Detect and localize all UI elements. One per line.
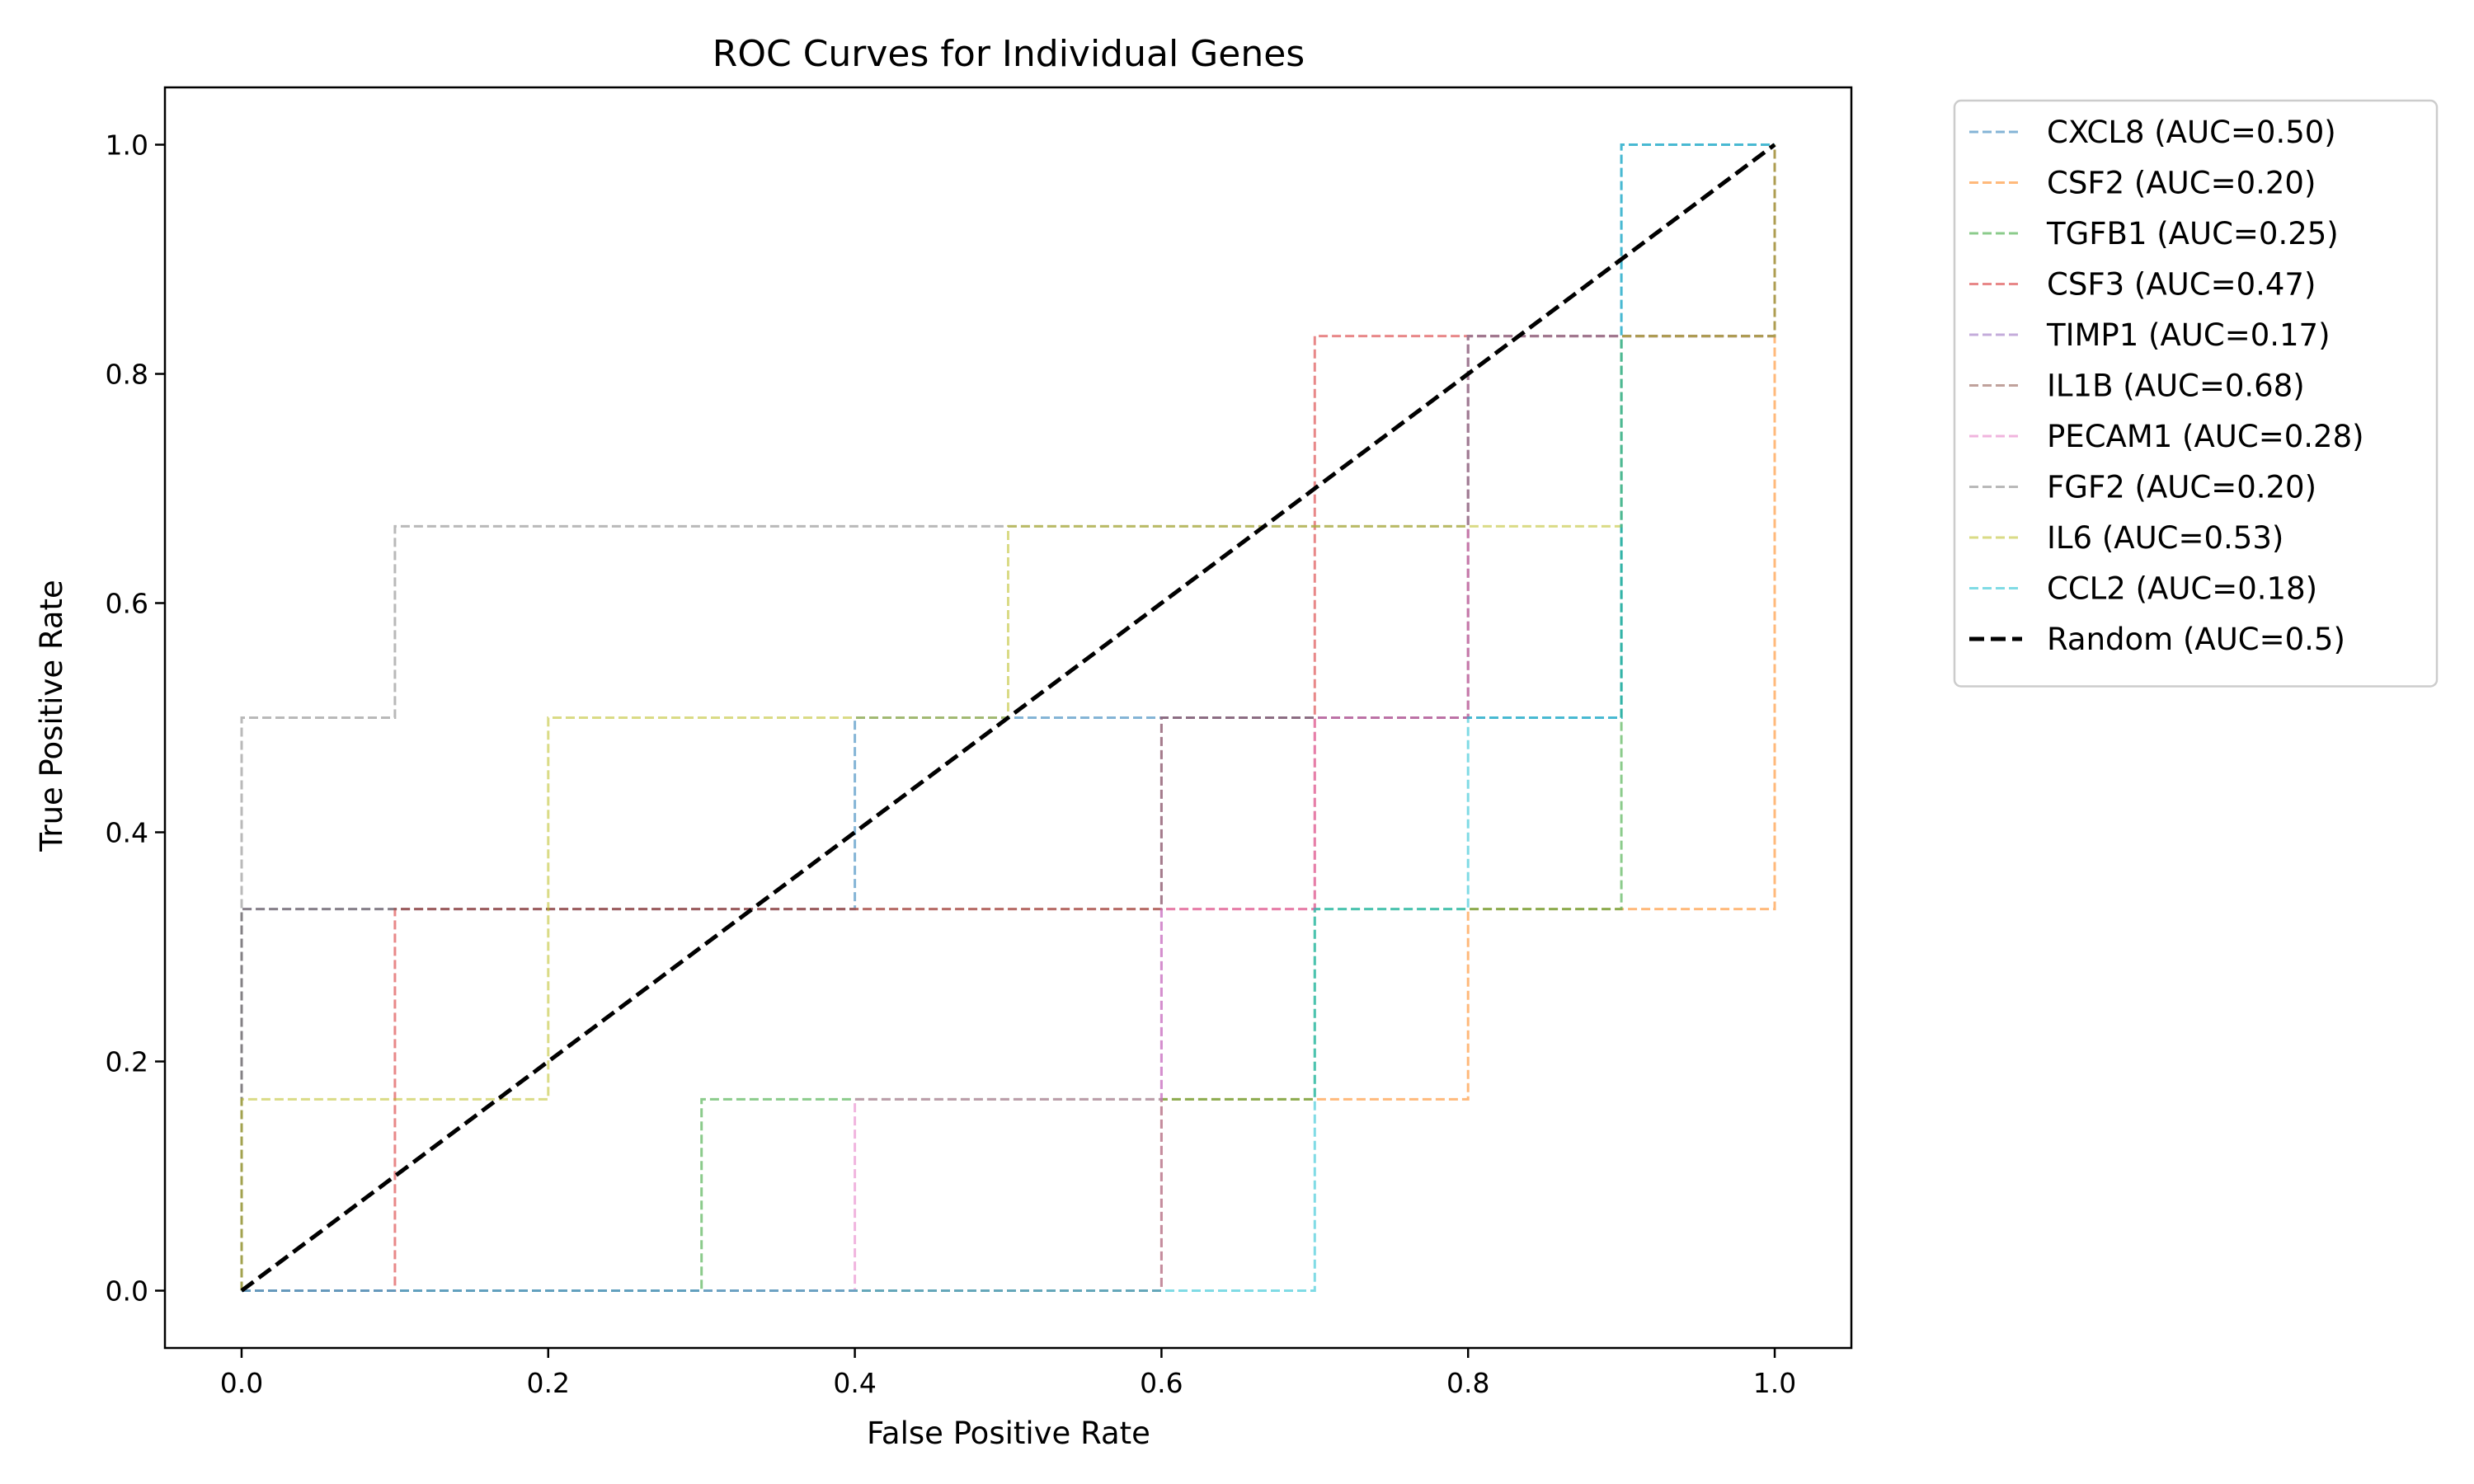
legend-label-2: TGFB1 (AUC=0.25) [2046,216,2339,251]
legend-label-9: CCL2 (AUC=0.18) [2047,571,2317,607]
legend-label-3: CSF3 (AUC=0.47) [2047,267,2316,303]
x-axis-label: False Positive Rate [867,1416,1150,1451]
legend-label-4: TIMP1 (AUC=0.17) [2046,317,2331,353]
x-tick-label-0: 0.0 [220,1367,263,1399]
legend-label-6: PECAM1 (AUC=0.28) [2047,419,2364,454]
legend-box [1953,99,2439,688]
legend-label-0: CXCL8 (AUC=0.50) [2047,115,2336,150]
y-tick-label-3: 0.6 [106,588,148,620]
y-axis-ticks: 0.0 0.2 0.4 0.6 0.8 1.0 [106,129,165,1308]
x-tick-label-2: 0.4 [833,1367,876,1399]
series-line-5 [240,144,1776,1291]
legend-label-1: CSF2 (AUC=0.20) [2047,166,2316,201]
y-tick-label-1: 0.2 [106,1046,148,1078]
y-tick-label-4: 0.8 [106,359,148,391]
x-tick-label-1: 0.2 [527,1367,570,1399]
y-tick-label-5: 1.0 [106,129,148,162]
legend-label-7: FGF2 (AUC=0.20) [2047,470,2316,505]
y-axis-label: True Positive Rate [34,580,69,852]
legend-label-10: Random (AUC=0.5) [2047,622,2345,657]
x-tick-label-4: 0.8 [1446,1367,1489,1399]
legend: CXCL8 (AUC=0.50) CSF2 (AUC=0.20) TGFB1 (AU… [1953,99,2439,688]
series-line-10 [240,143,1776,1293]
plot-frame [163,86,1853,1350]
x-tick-label-5: 1.0 [1753,1367,1796,1399]
legend-label-5: IL1B (AUC=0.68) [2047,369,2305,404]
legend-label-8: IL6 (AUC=0.53) [2047,520,2284,556]
x-tick-label-3: 0.6 [1140,1367,1183,1399]
plot-series [240,143,1776,1293]
y-tick-label-0: 0.0 [106,1275,148,1308]
series-line-8 [240,144,1776,1291]
series-line-9 [242,143,1775,1292]
x-axis-ticks: 0.0 0.2 0.4 0.6 0.8 1.0 [220,1348,1796,1399]
chart-title: ROC Curves for Individual Genes [713,33,1305,75]
y-tick-label-2: 0.4 [106,817,148,849]
